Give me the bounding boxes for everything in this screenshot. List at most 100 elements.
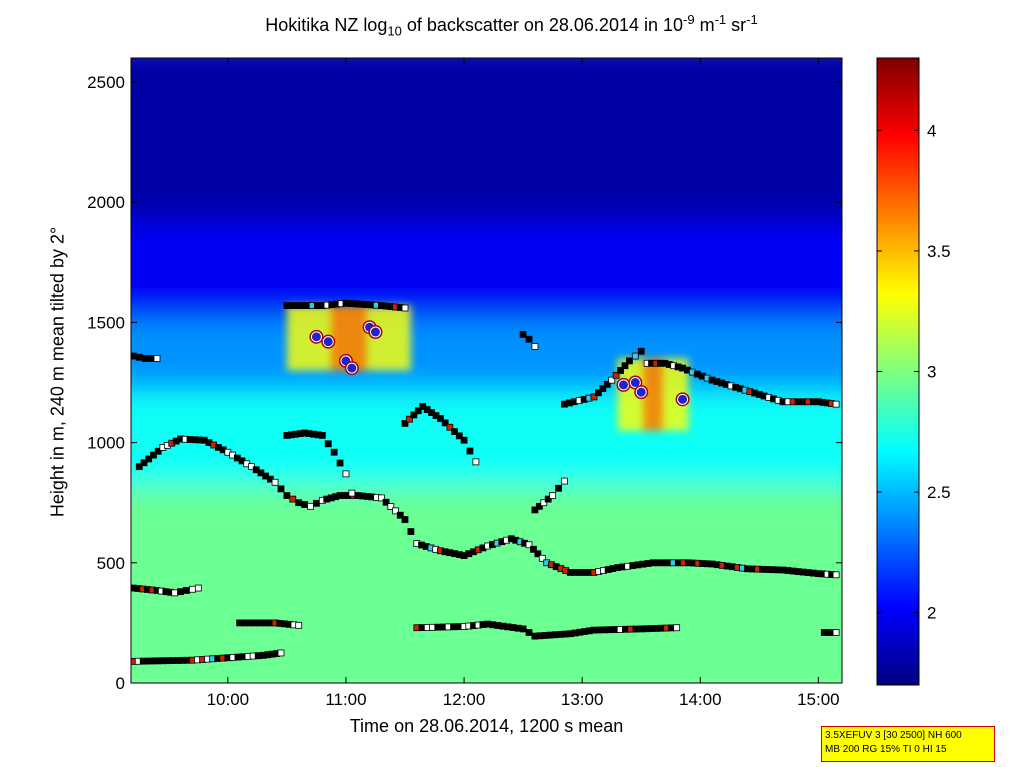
layer-marker [277, 485, 285, 493]
layer-marker [301, 501, 309, 508]
series-lower-boundary [131, 649, 285, 665]
layer-marker [135, 463, 143, 471]
layer-marker [401, 516, 409, 523]
layer-marker [153, 355, 161, 362]
layer-marker [561, 477, 568, 485]
layer-marker [342, 470, 350, 478]
layer-marker [531, 506, 539, 514]
layer-marker [472, 458, 480, 466]
chart-title: Hokitika NZ log10 of backscatter on 28.0… [265, 12, 758, 39]
layer-marker [832, 400, 840, 408]
series-low-layer-12-14 [413, 620, 681, 640]
series-isolated-3 [820, 629, 840, 636]
layer-marker [555, 484, 562, 492]
layer-marker [637, 347, 645, 355]
layer-marker [348, 489, 356, 497]
colorbar-ticks: 2 2.5 3 3.5 4 [877, 121, 951, 623]
colorbar-gradient [876, 57, 920, 686]
layer-marker [401, 304, 409, 312]
layer-marker [330, 448, 338, 456]
field-bands [131, 58, 842, 683]
colorbar-tick-label: 3.5 [927, 242, 951, 261]
layer-marker [194, 584, 202, 592]
cloud-base-marker [322, 336, 334, 348]
layer-marker [608, 376, 616, 384]
series-main-mixing-layer [135, 435, 840, 579]
layer-marker [289, 495, 297, 503]
backscatter-field [131, 58, 842, 683]
series-cloud-top-1100 [283, 299, 409, 312]
layer-marker [525, 335, 533, 343]
layer-marker [410, 411, 418, 419]
layer-marker [382, 498, 390, 506]
layer-marker [401, 419, 409, 427]
layer-marker [595, 389, 602, 397]
layer-marker [534, 550, 542, 558]
y-tick-label: 1500 [87, 313, 125, 332]
layer-marker [396, 511, 404, 519]
layer-marker [525, 541, 533, 549]
cloud-base-marker [310, 331, 322, 343]
layer-marker [603, 380, 611, 388]
layer-marker [832, 629, 840, 636]
layer-marker [617, 367, 624, 374]
layer-marker [183, 587, 190, 594]
layer-marker [414, 407, 422, 415]
layer-marker [147, 355, 155, 362]
layer-marker [135, 353, 143, 361]
layer-marker [318, 432, 326, 439]
layer-marker [392, 507, 399, 515]
cloud-base-marker [618, 379, 630, 391]
cloud-base-marker [677, 393, 689, 405]
y-axis: 0 500 1000 1500 2000 2500 [87, 73, 842, 693]
y-tick-label: 0 [116, 674, 125, 693]
layer-marker [590, 393, 598, 401]
series-isolated-2 [519, 331, 539, 350]
precip-patch-1 [617, 358, 689, 431]
layer-marker [171, 589, 179, 597]
layer-marker [145, 455, 153, 463]
layer-marker [530, 545, 537, 553]
layer-marker [283, 492, 291, 499]
x-tick-label: 13:00 [561, 690, 604, 709]
layer-marker [313, 499, 320, 507]
layer-marker [820, 629, 828, 636]
layer-marker [621, 362, 629, 370]
layer-marker [446, 423, 454, 431]
layer-marker [466, 447, 474, 455]
layer-marker [295, 499, 303, 507]
colorbar [876, 57, 920, 686]
layer-marker [531, 343, 539, 350]
series-cloud-1130 [401, 403, 480, 466]
colorbar-tick-label: 2.5 [927, 483, 951, 502]
layer-markers [131, 299, 840, 665]
layer-marker [832, 571, 840, 579]
cloud-base-markers [309, 320, 690, 407]
colorbar-tick-label: 2 [927, 604, 936, 623]
x-tick-label: 10:00 [207, 690, 250, 709]
layer-marker [189, 585, 196, 593]
layer-marker [407, 528, 415, 535]
info-line-2: MB 200 RG 15% TI 0 HI 15 [825, 744, 947, 755]
layer-marker [437, 415, 444, 422]
layer-marker [549, 492, 557, 499]
layer-marker [441, 419, 449, 427]
layer-marker [387, 503, 395, 510]
layer-marker [455, 432, 463, 440]
layer-marker [535, 502, 543, 510]
y-tick-label: 2500 [87, 73, 125, 92]
plot-frame [130, 57, 843, 684]
info-line-1: 3.5XEFUV 3 [30 2500] NH 600 [825, 730, 962, 741]
layer-marker [336, 459, 344, 467]
layer-marker [519, 625, 527, 633]
layer-marker [540, 499, 548, 507]
cloud-base-marker [369, 326, 381, 338]
series-mid-layer-11 [283, 429, 356, 497]
layer-marker [544, 495, 552, 503]
layer-marker [307, 502, 314, 510]
series-cloud-12 [531, 477, 568, 514]
x-axis-label: Time on 28.06.2014, 1200 s mean [349, 716, 624, 736]
x-tick-label: 11:00 [325, 690, 366, 709]
